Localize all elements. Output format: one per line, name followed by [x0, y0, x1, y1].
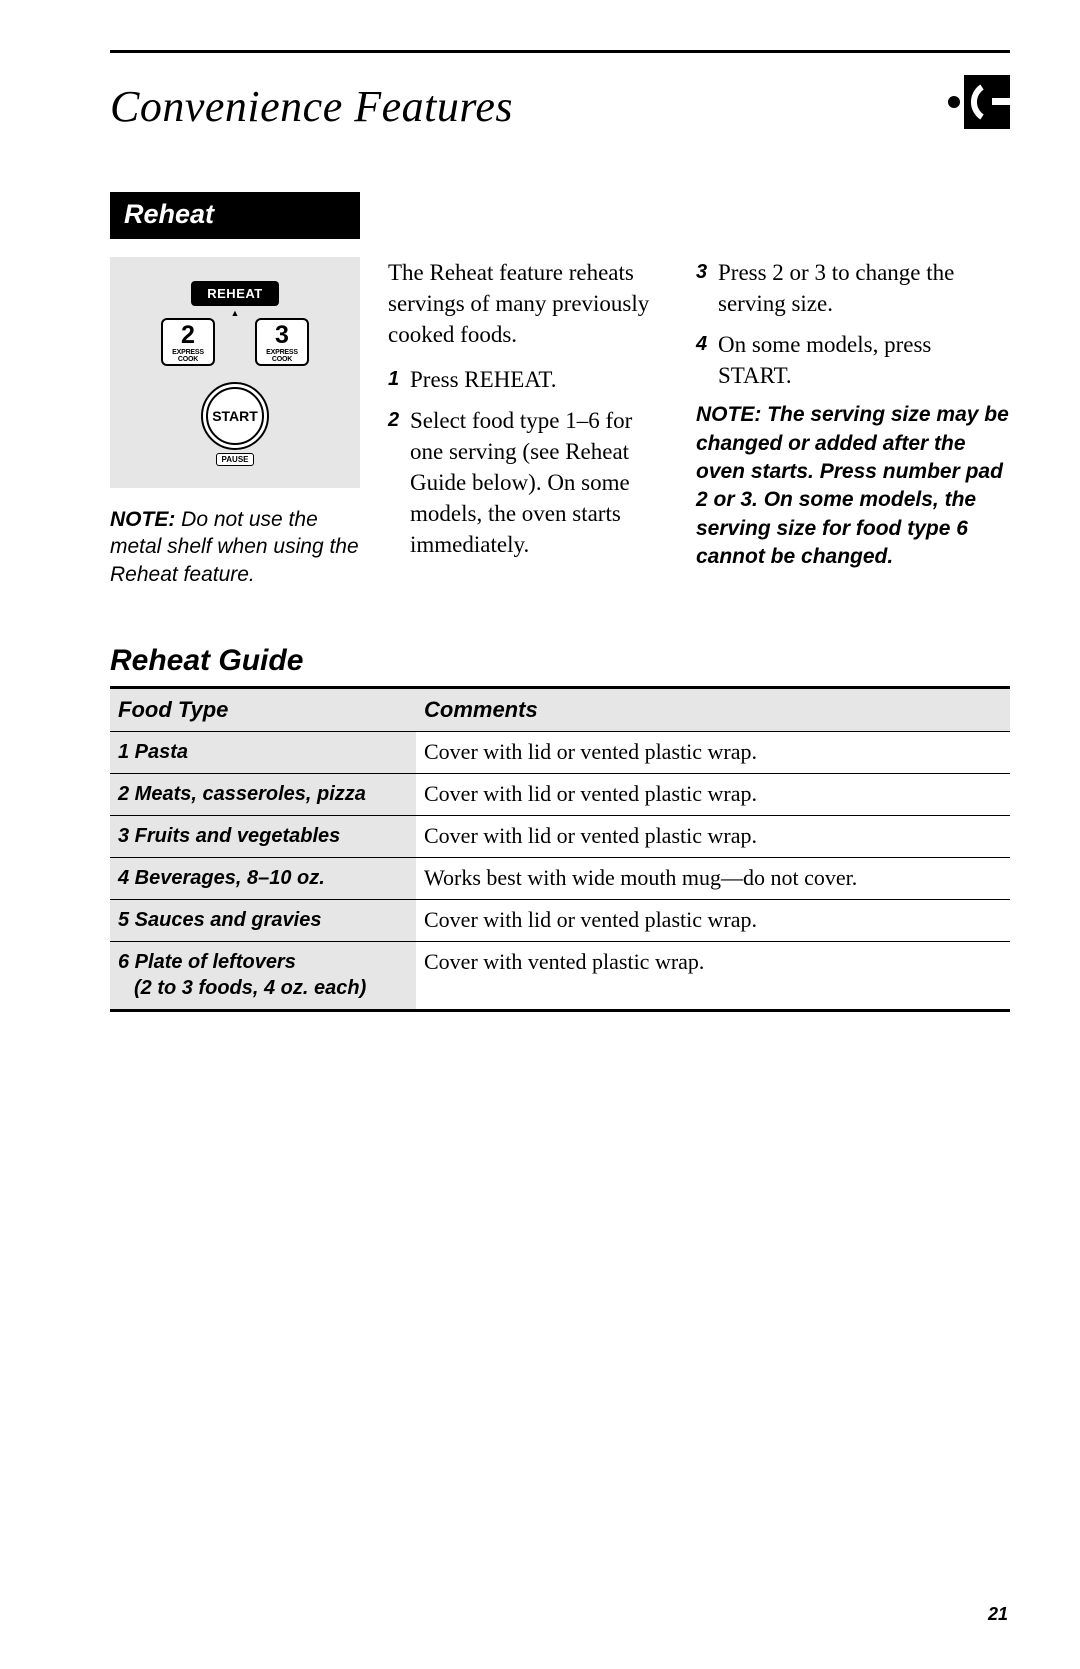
corner-decoration-icon: [936, 75, 1010, 134]
table-row: 1 PastaCover with lid or vented plastic …: [110, 731, 1010, 773]
step-4-text: On some models, press START.: [718, 332, 931, 388]
comment-cell: Cover with lid or vented plastic wrap.: [416, 899, 1010, 941]
step-1: 1Press REHEAT.: [388, 364, 668, 395]
step-4: 4On some models, press START.: [696, 329, 1010, 391]
food-type-cell: 6 Plate of leftovers(2 to 3 foods, 4 oz.…: [110, 941, 416, 1010]
comment-cell: Cover with lid or vented plastic wrap.: [416, 815, 1010, 857]
comment-cell: Cover with vented plastic wrap.: [416, 941, 1010, 1010]
comment-cell: Cover with lid or vented plastic wrap.: [416, 731, 1010, 773]
food-type-cell: 3 Fruits and vegetables: [110, 815, 416, 857]
food-type-cell: 5 Sauces and gravies: [110, 899, 416, 941]
keypad-2-number: 2: [163, 323, 213, 348]
page-number: 21: [988, 1604, 1008, 1625]
table-row: 4 Beverages, 8–10 oz.Works best with wid…: [110, 857, 1010, 899]
section-heading-reheat: Reheat: [110, 192, 360, 239]
keypad-3-graphic: 3 EXPRESS COOK: [255, 318, 309, 366]
keypad-illustration: REHEAT 2 EXPRESS COOK 3 EXPRESS COOK STA…: [110, 257, 360, 488]
note-lead: NOTE:: [110, 508, 175, 531]
col-comments: Comments: [416, 687, 1010, 731]
page-title: Convenience Features: [110, 81, 513, 132]
step-3-text: Press 2 or 3 to change the serving size.: [718, 260, 954, 316]
table-row: 5 Sauces and graviesCover with lid or ve…: [110, 899, 1010, 941]
pause-label-graphic: PAUSE: [216, 453, 255, 466]
keypad-2-sublabel: EXPRESS COOK: [163, 349, 213, 363]
step-2-text: Select food type 1–6 for one serving (se…: [410, 408, 632, 557]
table-row: 2 Meats, casseroles, pizzaCover with lid…: [110, 773, 1010, 815]
table-row: 3 Fruits and vegetablesCover with lid or…: [110, 815, 1010, 857]
serving-size-note: NOTE: The serving size may be changed or…: [696, 401, 1010, 571]
food-type-cell: 4 Beverages, 8–10 oz.: [110, 857, 416, 899]
keypad-3-number: 3: [257, 323, 307, 348]
table-row: 6 Plate of leftovers(2 to 3 foods, 4 oz.…: [110, 941, 1010, 1010]
col-food-type: Food Type: [110, 687, 416, 731]
comment-cell: Cover with lid or vented plastic wrap.: [416, 773, 1010, 815]
reheat-guide-heading: Reheat Guide: [110, 644, 1010, 678]
step-1-text: Press REHEAT.: [410, 367, 557, 392]
step-2: 2Select food type 1–6 for one serving (s…: [388, 405, 668, 560]
shelf-note: NOTE: Do not use the metal shelf when us…: [110, 506, 360, 588]
food-type-cell: 1 Pasta: [110, 731, 416, 773]
reheat-guide-table: Food Type Comments 1 PastaCover with lid…: [110, 686, 1010, 1012]
keypad-2-graphic: 2 EXPRESS COOK: [161, 318, 215, 366]
reheat-button-graphic: REHEAT: [191, 281, 278, 306]
intro-text: The Reheat feature reheats servings of m…: [388, 257, 668, 350]
start-button-graphic: START: [201, 382, 269, 450]
food-type-cell: 2 Meats, casseroles, pizza: [110, 773, 416, 815]
step-3: 3Press 2 or 3 to change the serving size…: [696, 257, 1010, 319]
comment-cell: Works best with wide mouth mug—do not co…: [416, 857, 1010, 899]
keypad-3-sublabel: EXPRESS COOK: [257, 349, 307, 363]
start-label: START: [212, 408, 258, 424]
